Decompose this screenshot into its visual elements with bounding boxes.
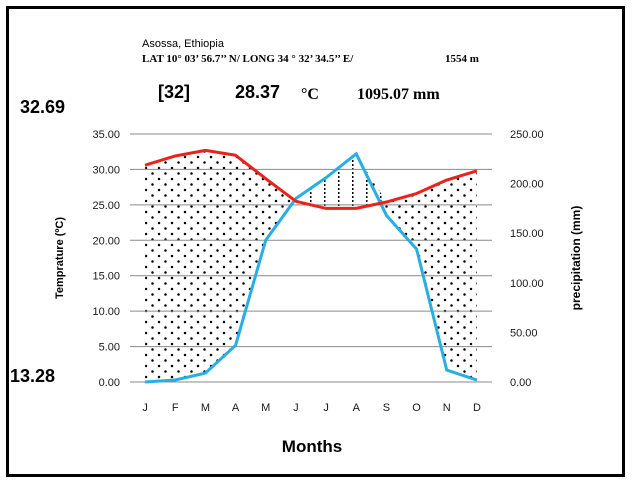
y-right-axis-title: precipitation (mm) [569, 206, 583, 311]
humid-period-fill [145, 150, 477, 209]
station-name: Asossa, Ethiopia [142, 38, 225, 50]
y-right-tick-label: 250.00 [510, 129, 544, 141]
coordinates: LAT 10° 03’ 56.7’’ N/ LONG 34 ° 32’ 34.5… [142, 53, 354, 65]
temperature-line [144, 148, 478, 210]
y-left-tick-label: 25.00 [92, 200, 120, 212]
x-tick-label: S [383, 402, 390, 414]
x-tick-label: A [353, 402, 361, 414]
y-right-tick-label: 200.00 [510, 179, 544, 191]
x-tick-label: J [142, 402, 148, 414]
y-left-tick-label: 35.00 [92, 129, 120, 141]
y-left-tick-label: 0.00 [99, 377, 120, 389]
max-temperature-label: 32.69 [20, 97, 65, 117]
x-tick-label: M [261, 402, 270, 414]
y-right-tick-label: 0.00 [510, 377, 531, 389]
arid-period-fill [145, 150, 477, 382]
y-left-tick-label: 10.00 [92, 306, 120, 318]
y-left-tick-label: 20.00 [92, 235, 120, 247]
mean-annual-temperature: 28.37 [235, 82, 280, 102]
y-left-tick-label: 5.00 [99, 342, 120, 354]
x-tick-label: J [323, 402, 329, 414]
y-left-tick-label: 15.00 [92, 271, 120, 283]
y-left-axis-title: Temprature (ºC) [54, 217, 66, 299]
years-of-record: [32] [158, 82, 190, 102]
y-right-tick-label: 150.00 [510, 228, 544, 240]
x-tick-label: A [232, 402, 240, 414]
y-left-tick-label: 30.00 [92, 164, 120, 176]
x-tick-label: D [473, 402, 481, 414]
y-right-tick-label: 50.00 [510, 327, 538, 339]
precipitation-line [144, 151, 478, 384]
elevation: 1554 m [445, 53, 479, 65]
x-axis-title: Months [282, 437, 342, 456]
x-tick-label: N [443, 402, 451, 414]
annual-precipitation: 1095.07 mm [357, 86, 440, 103]
x-tick-label: M [201, 402, 210, 414]
y-right-tick-label: 100.00 [510, 278, 544, 290]
chart-frame [6, 6, 625, 477]
min-temperature-label: 13.28 [10, 366, 55, 386]
x-tick-label: F [172, 402, 179, 414]
x-tick-label: O [412, 402, 421, 414]
mean-temperature-unit: °C [301, 86, 319, 103]
x-tick-label: J [293, 402, 299, 414]
